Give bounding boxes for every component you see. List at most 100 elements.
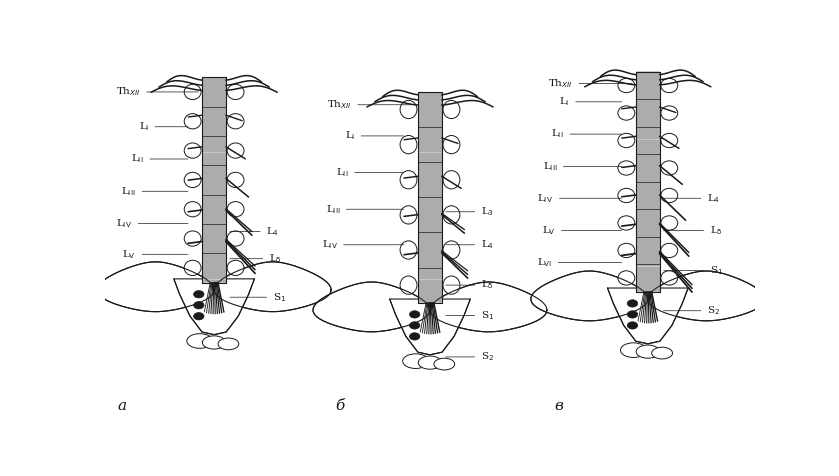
- Text: S$_1$: S$_1$: [710, 264, 722, 277]
- Ellipse shape: [409, 311, 420, 318]
- Text: а: а: [117, 399, 127, 413]
- Ellipse shape: [227, 143, 244, 158]
- Ellipse shape: [409, 333, 420, 340]
- Polygon shape: [607, 288, 688, 344]
- Circle shape: [218, 338, 239, 350]
- Bar: [636, 72, 659, 292]
- Ellipse shape: [185, 114, 201, 129]
- Ellipse shape: [661, 79, 678, 93]
- Ellipse shape: [409, 322, 420, 329]
- Polygon shape: [313, 282, 430, 332]
- Bar: [419, 92, 441, 303]
- Ellipse shape: [185, 260, 201, 276]
- Text: Th$_{XII}$: Th$_{XII}$: [116, 86, 141, 99]
- Circle shape: [636, 345, 659, 358]
- Ellipse shape: [661, 243, 678, 258]
- Bar: [202, 77, 226, 283]
- Ellipse shape: [618, 216, 635, 230]
- Ellipse shape: [194, 290, 204, 298]
- Ellipse shape: [661, 133, 678, 148]
- Text: L$_3$: L$_3$: [481, 205, 494, 218]
- Bar: [636, 72, 659, 292]
- Text: L$_\mathrm{V}$: L$_\mathrm{V}$: [542, 224, 555, 237]
- Text: L$_5$: L$_5$: [268, 252, 282, 265]
- Text: L$_\mathrm{II}$: L$_\mathrm{II}$: [551, 128, 564, 140]
- Text: S$_1$: S$_1$: [273, 291, 286, 304]
- Ellipse shape: [400, 241, 417, 259]
- Text: L$_\mathrm{IV}$: L$_\mathrm{IV}$: [321, 238, 337, 251]
- Polygon shape: [389, 299, 471, 355]
- Polygon shape: [648, 271, 765, 321]
- Text: L$_\mathrm{IV}$: L$_\mathrm{IV}$: [538, 192, 554, 205]
- Ellipse shape: [661, 271, 678, 285]
- Circle shape: [621, 343, 647, 357]
- Ellipse shape: [194, 302, 204, 309]
- Text: L$_4$: L$_4$: [266, 225, 279, 238]
- Circle shape: [202, 336, 226, 349]
- Ellipse shape: [618, 188, 635, 203]
- Ellipse shape: [618, 161, 635, 175]
- Ellipse shape: [661, 188, 678, 203]
- Ellipse shape: [400, 170, 417, 189]
- Polygon shape: [97, 262, 214, 312]
- Ellipse shape: [628, 322, 638, 329]
- Ellipse shape: [227, 114, 244, 129]
- Text: L$_\mathrm{III}$: L$_\mathrm{III}$: [326, 203, 341, 216]
- Ellipse shape: [443, 276, 460, 294]
- Ellipse shape: [400, 276, 417, 294]
- Text: б: б: [336, 399, 345, 413]
- Circle shape: [403, 354, 429, 368]
- Text: L$_\mathrm{III}$: L$_\mathrm{III}$: [122, 185, 136, 198]
- Text: L$_\mathrm{II}$: L$_\mathrm{II}$: [336, 166, 349, 179]
- Ellipse shape: [443, 136, 460, 154]
- Text: L$_4$: L$_4$: [481, 238, 494, 251]
- Ellipse shape: [194, 313, 204, 320]
- Text: L$_\mathrm{II}$: L$_\mathrm{II}$: [132, 153, 144, 166]
- Text: L$_\mathrm{VI}$: L$_\mathrm{VI}$: [537, 256, 552, 269]
- Text: L$_\mathrm{I}$: L$_\mathrm{I}$: [560, 95, 570, 108]
- Text: S$_2$: S$_2$: [481, 350, 494, 363]
- Ellipse shape: [227, 84, 244, 99]
- Text: L$_\mathrm{V}$: L$_\mathrm{V}$: [122, 248, 136, 261]
- Ellipse shape: [400, 100, 417, 119]
- Ellipse shape: [628, 311, 638, 318]
- Ellipse shape: [185, 84, 201, 99]
- Text: S$_1$: S$_1$: [481, 309, 494, 322]
- Polygon shape: [531, 271, 648, 321]
- Text: L$_5$: L$_5$: [710, 224, 722, 237]
- Ellipse shape: [443, 100, 460, 119]
- Circle shape: [187, 334, 213, 348]
- Circle shape: [434, 358, 455, 370]
- Ellipse shape: [661, 216, 678, 230]
- Ellipse shape: [227, 202, 244, 217]
- Ellipse shape: [185, 231, 201, 246]
- Text: L$_4$: L$_4$: [707, 192, 720, 205]
- Ellipse shape: [443, 241, 460, 259]
- Ellipse shape: [227, 260, 244, 276]
- Polygon shape: [430, 282, 547, 332]
- Ellipse shape: [661, 161, 678, 175]
- Ellipse shape: [443, 170, 460, 189]
- Ellipse shape: [443, 206, 460, 224]
- Ellipse shape: [185, 143, 201, 158]
- Ellipse shape: [618, 271, 635, 285]
- Text: в: в: [555, 399, 564, 413]
- Polygon shape: [214, 262, 331, 312]
- Ellipse shape: [185, 172, 201, 188]
- Ellipse shape: [185, 202, 201, 217]
- Text: L$_\mathrm{III}$: L$_\mathrm{III}$: [543, 160, 557, 173]
- Ellipse shape: [661, 106, 678, 120]
- Bar: [202, 77, 226, 283]
- Ellipse shape: [400, 206, 417, 224]
- Text: L$_5$: L$_5$: [481, 278, 493, 291]
- Ellipse shape: [618, 243, 635, 258]
- Ellipse shape: [227, 231, 244, 246]
- Text: L$_\mathrm{IV}$: L$_\mathrm{IV}$: [116, 217, 133, 230]
- Text: L$_\mathrm{I}$: L$_\mathrm{I}$: [345, 129, 355, 142]
- Ellipse shape: [400, 136, 417, 154]
- Text: L$_\mathrm{I}$: L$_\mathrm{I}$: [138, 120, 149, 133]
- Circle shape: [419, 356, 441, 369]
- Ellipse shape: [618, 79, 635, 93]
- Text: S$_2$: S$_2$: [707, 304, 720, 317]
- Ellipse shape: [628, 300, 638, 307]
